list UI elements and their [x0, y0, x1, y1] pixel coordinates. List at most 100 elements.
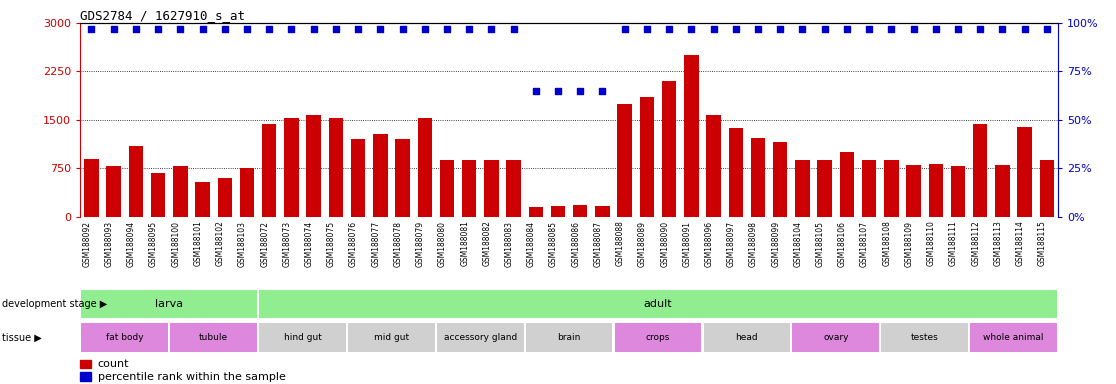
Bar	[128, 146, 143, 217]
Text: tubule: tubule	[199, 333, 229, 342]
Bar	[526, 323, 613, 352]
Text: fat body: fat body	[106, 333, 144, 342]
Text: GSM188080: GSM188080	[437, 220, 446, 266]
Point	[704, 26, 722, 32]
Bar	[706, 115, 721, 217]
Text: GSM188099: GSM188099	[771, 220, 780, 266]
Point	[238, 26, 256, 32]
Bar	[84, 159, 98, 217]
Bar	[617, 104, 632, 217]
Text: GSM188073: GSM188073	[282, 220, 291, 266]
Point	[638, 26, 656, 32]
Point	[215, 26, 233, 32]
Point	[327, 26, 345, 32]
Text: GSM188114: GSM188114	[1016, 220, 1024, 266]
Text: GSM188077: GSM188077	[372, 220, 381, 266]
Text: head: head	[735, 333, 758, 342]
Point	[926, 26, 944, 32]
Point	[838, 26, 856, 32]
Point	[682, 26, 700, 32]
Bar	[773, 142, 788, 217]
Text: count: count	[97, 359, 129, 369]
Text: GSM188113: GSM188113	[993, 220, 1002, 266]
Text: GSM188101: GSM188101	[193, 220, 202, 266]
Point	[416, 26, 434, 32]
Text: GSM188090: GSM188090	[661, 220, 670, 266]
Text: percentile rank within the sample: percentile rank within the sample	[97, 372, 286, 382]
Text: GSM188111: GSM188111	[949, 220, 958, 266]
Bar	[348, 323, 435, 352]
Text: GSM188115: GSM188115	[1038, 220, 1047, 266]
Bar	[551, 205, 566, 217]
Point	[971, 26, 989, 32]
Point	[372, 26, 389, 32]
Text: GSM188096: GSM188096	[704, 220, 713, 266]
Bar	[729, 127, 743, 217]
Bar	[862, 161, 876, 217]
Point	[816, 26, 834, 32]
Bar	[929, 164, 943, 217]
Bar	[80, 372, 92, 381]
Point	[727, 26, 744, 32]
Text: adult: adult	[644, 299, 672, 309]
Point	[460, 26, 478, 32]
Bar	[395, 139, 410, 217]
Text: GSM188089: GSM188089	[638, 220, 647, 266]
Point	[260, 26, 278, 32]
Bar	[417, 118, 432, 217]
Point	[860, 26, 878, 32]
Bar	[80, 359, 92, 368]
Point	[394, 26, 412, 32]
Text: GSM188110: GSM188110	[926, 220, 935, 266]
Text: hind gut: hind gut	[283, 333, 321, 342]
Bar	[440, 161, 454, 217]
Point	[527, 88, 545, 94]
Bar	[81, 290, 257, 318]
Bar	[350, 139, 365, 217]
Text: GSM188081: GSM188081	[460, 220, 469, 266]
Text: GSM188083: GSM188083	[504, 220, 513, 266]
Bar	[307, 115, 321, 217]
Bar	[259, 323, 346, 352]
Text: GSM188076: GSM188076	[349, 220, 358, 266]
Text: GSM188112: GSM188112	[971, 220, 980, 266]
Bar	[81, 323, 169, 352]
Point	[172, 26, 190, 32]
Point	[616, 26, 634, 32]
Text: mid gut: mid gut	[374, 333, 408, 342]
Text: GSM188084: GSM188084	[527, 220, 536, 266]
Point	[105, 26, 123, 32]
Text: ovary: ovary	[822, 333, 848, 342]
Point	[83, 26, 100, 32]
Bar	[796, 161, 810, 217]
Bar	[151, 173, 165, 217]
Text: GSM188098: GSM188098	[749, 220, 758, 266]
Bar	[839, 152, 854, 217]
Point	[594, 88, 612, 94]
Bar	[906, 165, 921, 217]
Text: GSM188104: GSM188104	[793, 220, 802, 266]
Point	[993, 26, 1011, 32]
Text: GSM188103: GSM188103	[238, 220, 247, 266]
Text: GSM188079: GSM188079	[416, 220, 425, 266]
Bar	[437, 323, 523, 352]
Bar	[462, 161, 477, 217]
Text: whole animal: whole animal	[983, 333, 1043, 342]
Point	[482, 26, 500, 32]
Bar	[615, 323, 701, 352]
Point	[305, 26, 323, 32]
Text: GSM188072: GSM188072	[260, 220, 269, 266]
Text: development stage ▶: development stage ▶	[2, 299, 107, 309]
Point	[1016, 26, 1033, 32]
Bar	[106, 166, 121, 217]
Bar	[285, 118, 299, 217]
Text: GSM188088: GSM188088	[616, 220, 625, 266]
Point	[771, 26, 789, 32]
Text: GSM188092: GSM188092	[83, 220, 92, 266]
Text: GDS2784 / 1627910_s_at: GDS2784 / 1627910_s_at	[80, 9, 246, 22]
Point	[883, 26, 901, 32]
Bar	[995, 165, 1010, 217]
Bar	[173, 166, 187, 217]
Text: GSM188074: GSM188074	[305, 220, 314, 266]
Text: GSM188085: GSM188085	[549, 220, 558, 266]
